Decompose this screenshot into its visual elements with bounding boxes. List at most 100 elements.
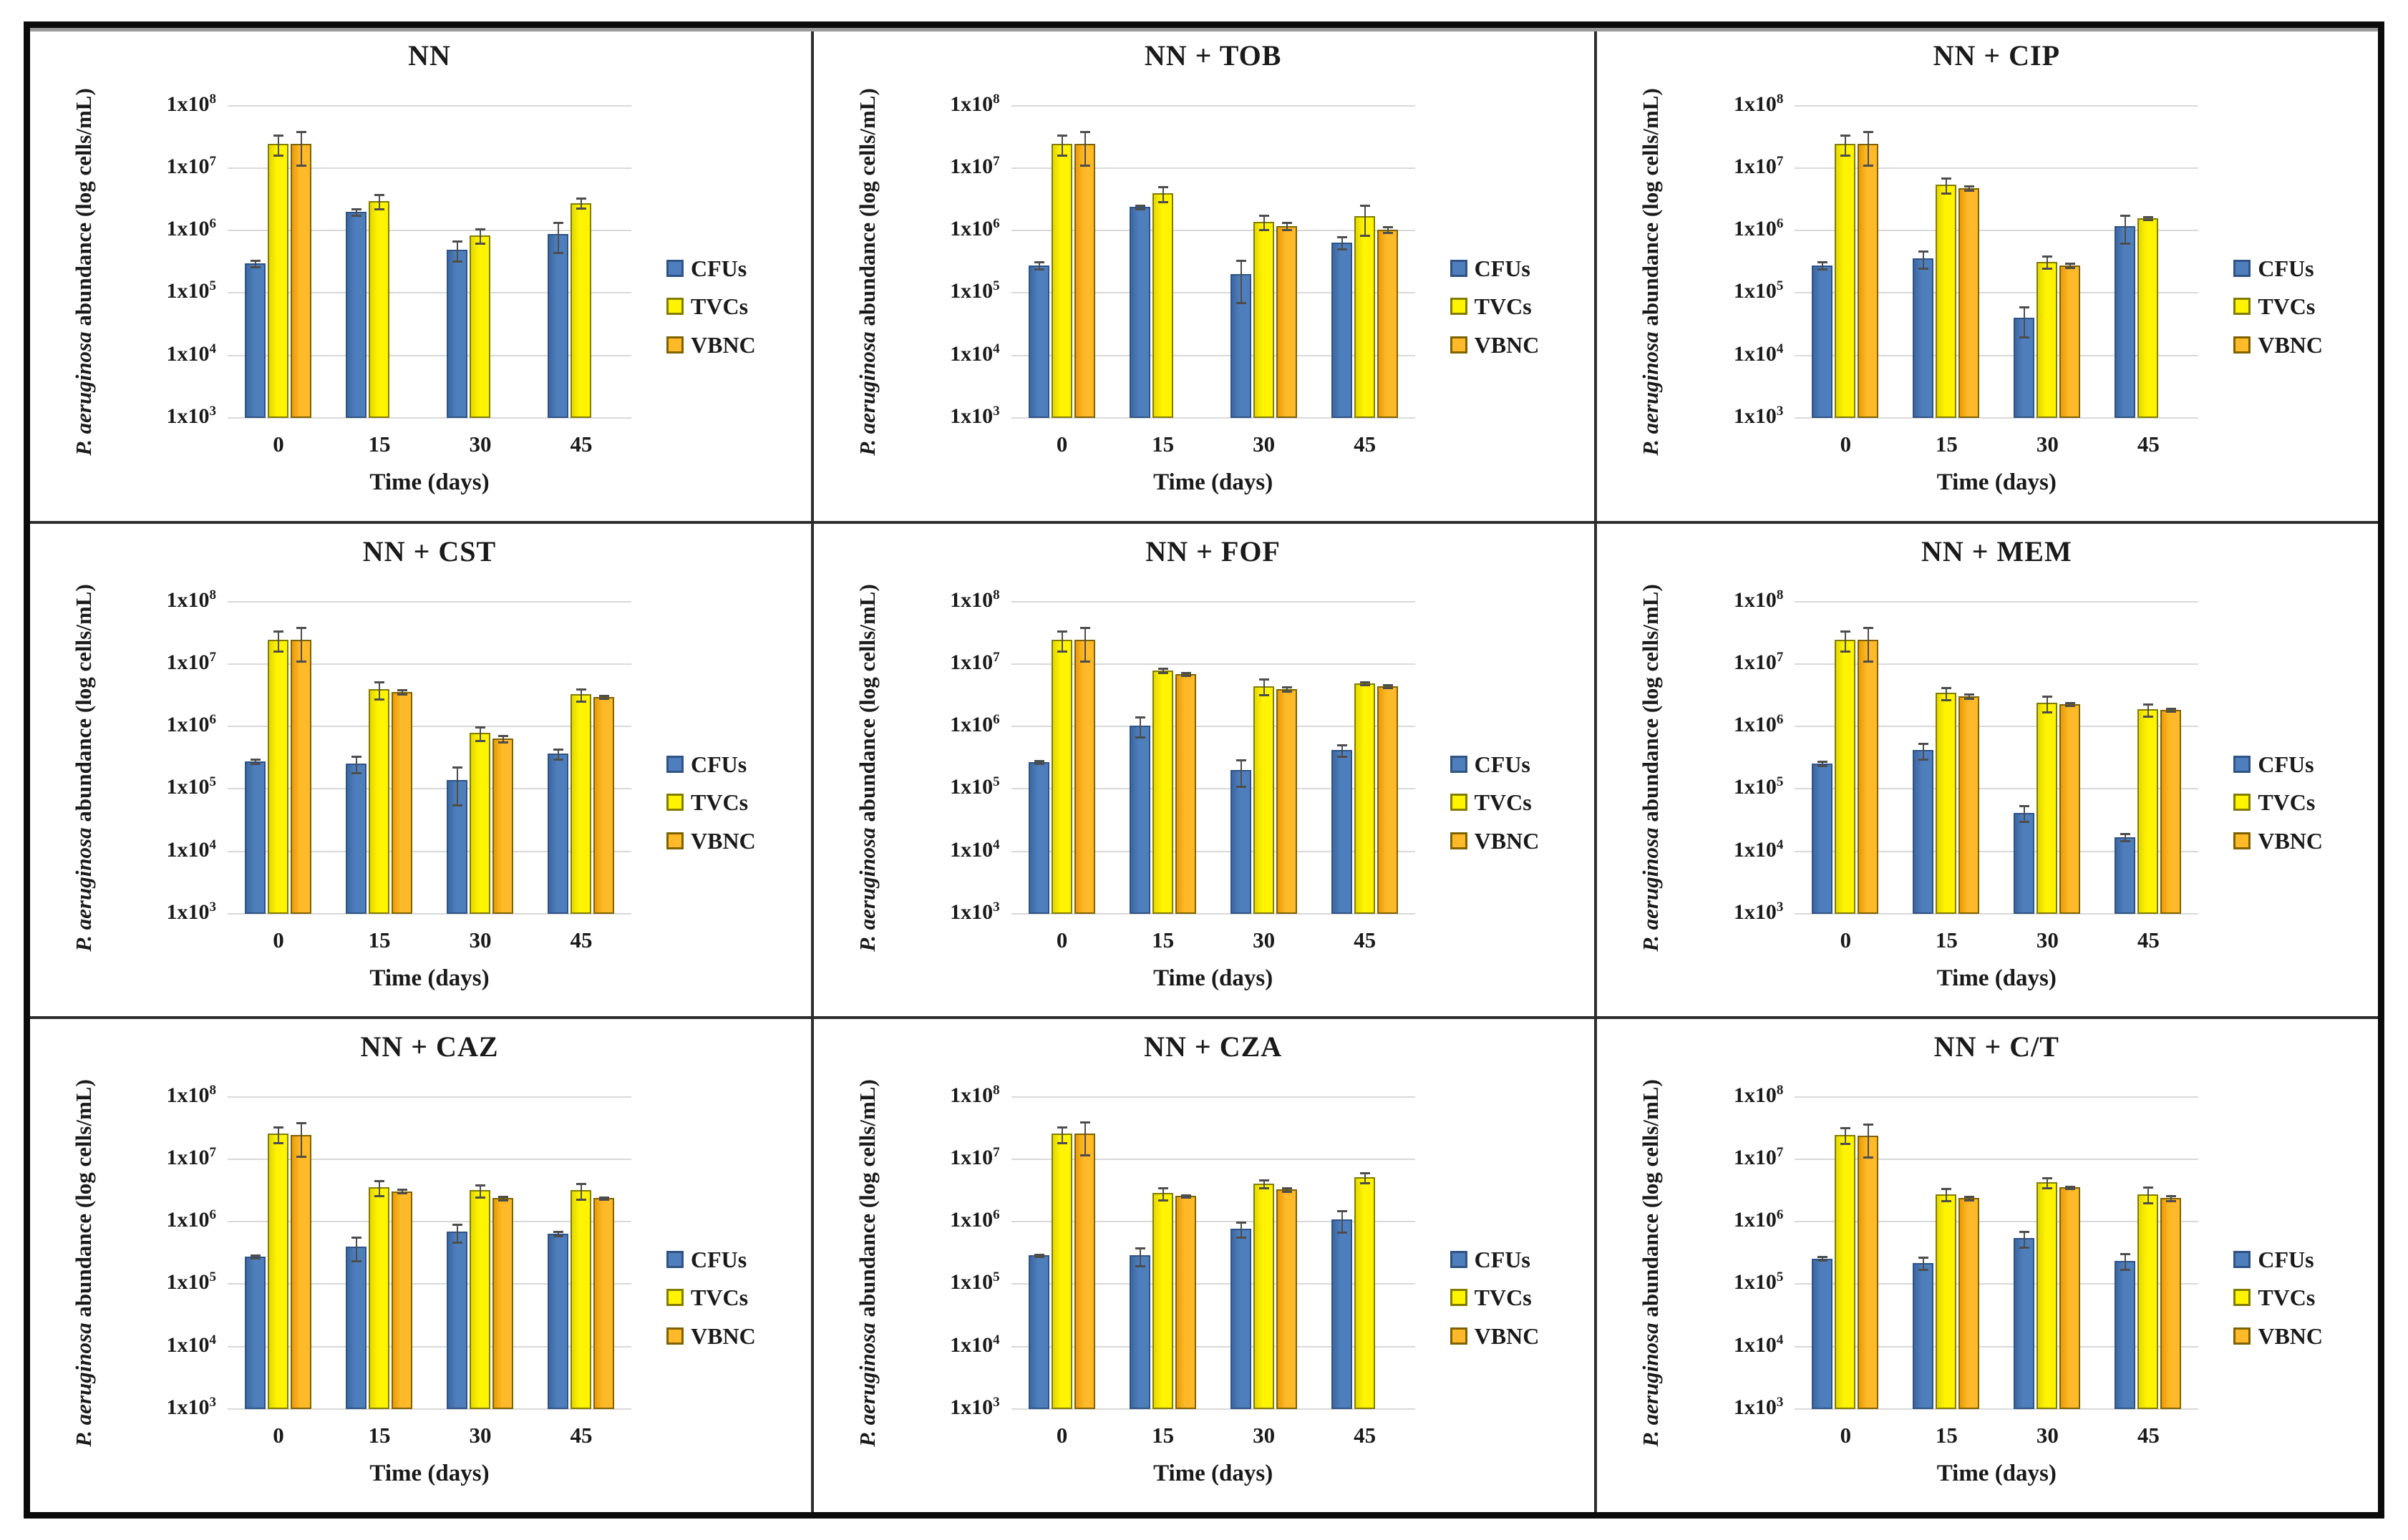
error-bar-cap-top: [374, 1180, 384, 1183]
y-tick-label: 1x105: [1733, 1269, 1784, 1295]
error-bar: [2069, 702, 2072, 706]
bar-vbnc-day30: [1276, 688, 1297, 914]
x-axis-label: Time (days): [1936, 1461, 2057, 1487]
y-gridline: [1011, 1096, 1415, 1098]
error-bar-cap-top: [1281, 686, 1292, 688]
y-tick-label: 1x106: [1733, 216, 1784, 240]
error-bar: [1822, 761, 1824, 766]
legend-label-tvcs: TVCs: [1474, 1285, 1532, 1311]
error-bar-cap-bottom: [498, 741, 508, 744]
error-bar: [1286, 223, 1288, 230]
error-bar-cap-top: [553, 222, 563, 224]
y-tick-label: 1x106: [950, 216, 1000, 240]
error-bar: [278, 135, 279, 155]
y-gridline: [228, 1159, 631, 1161]
y-tick-label: 1x105: [166, 278, 217, 303]
error-bar-cap-top: [1382, 226, 1393, 228]
error-bar-cap-bottom: [2042, 711, 2053, 713]
error-bar-cap-bottom: [1840, 650, 1851, 653]
error-bar-cap-top: [1918, 742, 1929, 745]
bar-vbnc-day0: [291, 144, 311, 418]
bar-tvcs-day15: [369, 201, 389, 418]
error-bar-cap-bottom: [251, 266, 261, 268]
error-bar-cap-bottom: [1135, 736, 1145, 739]
x-tick-label: 30: [1253, 1423, 1276, 1448]
error-bar: [1061, 1127, 1063, 1144]
legend-label-tvcs: TVCs: [691, 1285, 749, 1311]
error-bar-cap-top: [1235, 260, 1246, 262]
x-tick-label: 0: [1056, 1423, 1068, 1448]
error-bar: [379, 195, 380, 208]
error-bar-cap-top: [1336, 1210, 1347, 1213]
error-bar-cap-bottom: [1057, 650, 1067, 653]
error-bar: [1162, 1188, 1164, 1201]
bar-tvcs-day0: [1051, 144, 1072, 418]
error-bar: [1162, 668, 1164, 673]
error-bar-cap-bottom: [1157, 1199, 1168, 1202]
error-bar-cap-top: [2065, 263, 2076, 265]
error-bar: [1946, 178, 1948, 194]
y-tick-label: 1x103: [1733, 899, 1784, 924]
error-bar-cap-top: [296, 626, 306, 629]
error-bar-cap-bottom: [1964, 190, 1975, 192]
error-bar-cap-top: [1918, 1257, 1929, 1259]
error-bar-cap-top: [351, 755, 361, 758]
y-tick-label: 1x108: [166, 587, 217, 612]
error-bar: [581, 1184, 582, 1200]
y-tick-label: 1x105: [950, 278, 1000, 303]
y-gridline: [228, 725, 631, 727]
error-bar-cap-bottom: [2042, 268, 2053, 270]
error-bar-cap-bottom: [1840, 1143, 1851, 1146]
y-gridline: [1795, 355, 2199, 356]
error-bar-cap-top: [1034, 261, 1044, 263]
legend-label-vbnc: VBNC: [691, 332, 756, 358]
x-tick-label: 15: [1935, 1423, 1958, 1448]
error-bar-cap-bottom: [2019, 1247, 2030, 1249]
error-bar: [1822, 262, 1824, 268]
x-tick-label: 15: [368, 432, 391, 457]
bar-vbnc-day30: [1276, 226, 1297, 418]
error-bar: [2069, 263, 2072, 268]
error-bar-cap-bottom: [1336, 248, 1347, 250]
error-bar: [1868, 627, 1870, 661]
y-tick-label: 1x108: [950, 587, 1000, 612]
error-bar-cap-bottom: [2143, 715, 2154, 718]
legend-label-cfus: CFUs: [691, 255, 747, 281]
error-bar-cap-top: [1135, 1247, 1145, 1250]
y-gridline: [1795, 663, 2199, 665]
y-tick-label: 1x104: [950, 837, 1000, 862]
error-bar-cap-bottom: [1034, 268, 1044, 271]
y-tick-label: 1x104: [950, 1332, 1000, 1358]
bar-tvcs-day45: [1354, 1177, 1375, 1410]
error-bar-cap-top: [1157, 1187, 1168, 1190]
error-bar-cap-bottom: [374, 208, 384, 210]
legend-swatch-tvcs: [666, 1289, 684, 1307]
error-bar: [1968, 1197, 1971, 1201]
bar-vbnc-day15: [392, 691, 412, 914]
error-bar: [1946, 687, 1948, 700]
error-bar: [2047, 256, 2049, 268]
error-bar-cap-top: [1057, 135, 1067, 137]
legend-label-tvcs: TVCs: [691, 293, 749, 319]
error-bar-cap-bottom: [1863, 165, 1874, 167]
legend-swatch-tvcs: [2233, 1289, 2251, 1307]
y-tick-label: 1x107: [950, 649, 1000, 674]
bar-tvcs-day45: [571, 1190, 591, 1410]
y-gridline: [1011, 787, 1415, 789]
y-tick-label: 1x103: [166, 1395, 217, 1420]
error-bar-cap-bottom: [599, 1199, 609, 1202]
bar-vbnc-day0: [1858, 1136, 1879, 1410]
x-tick-label: 0: [1840, 432, 1852, 457]
y-gridline: [1795, 1096, 2199, 1098]
panel-grid: NN P. aeruginosa abundance (log cells/mL)…: [30, 28, 2378, 1512]
error-bar-cap-bottom: [1135, 208, 1145, 210]
bar-cfus-day0: [1028, 1255, 1049, 1410]
error-bar-cap-top: [397, 1189, 407, 1191]
error-bar-cap-bottom: [452, 804, 462, 806]
error-bar-cap-bottom: [1281, 690, 1292, 693]
y-tick-label: 1x106: [166, 711, 217, 736]
bar-vbnc-day15: [1958, 188, 1980, 418]
error-bar: [1061, 135, 1063, 155]
legend-label-cfus: CFUs: [1474, 751, 1530, 777]
error-bar: [1341, 1211, 1343, 1233]
